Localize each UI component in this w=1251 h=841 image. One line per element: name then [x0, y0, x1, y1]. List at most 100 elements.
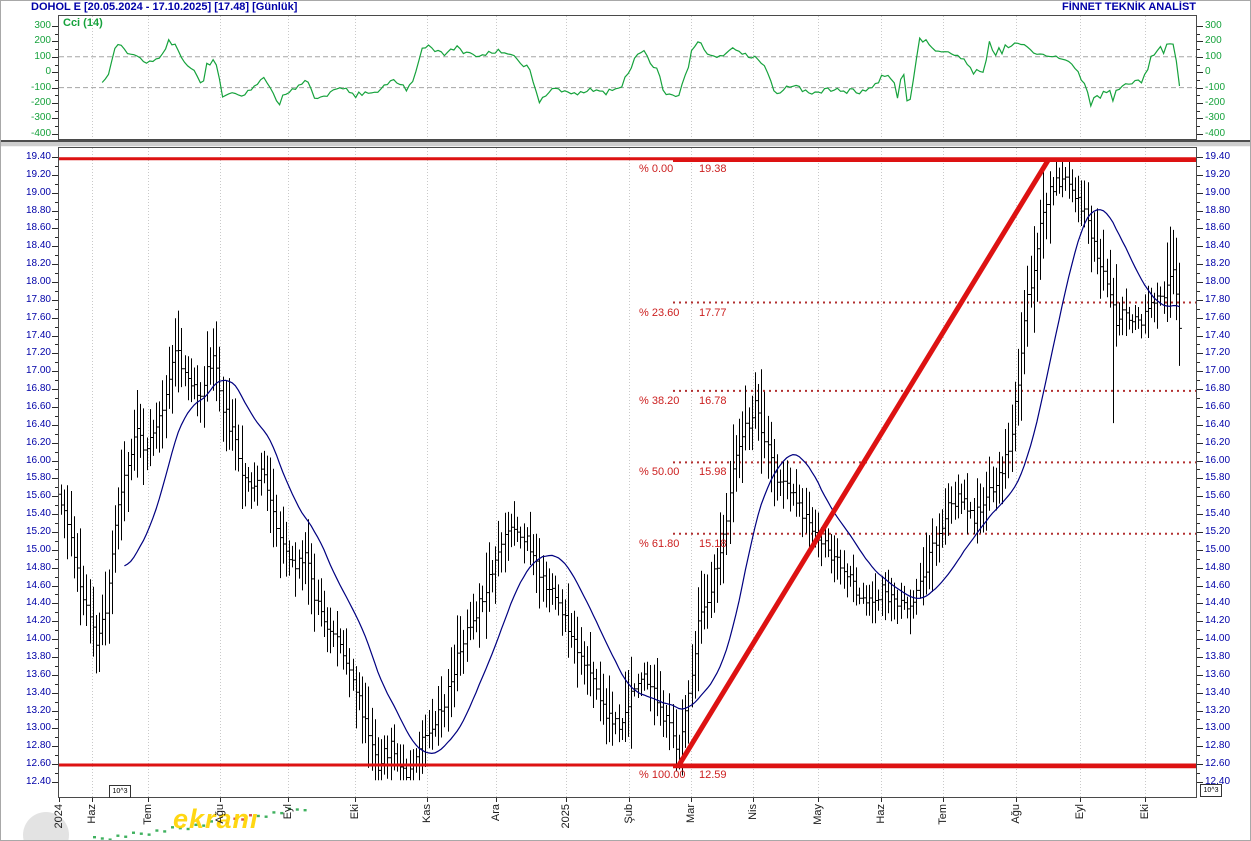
price-tick-right [1197, 461, 1203, 462]
price-axis-label: 16.80 [25, 383, 51, 395]
cci-minor-tick [1197, 95, 1200, 96]
price-tick-left [52, 228, 58, 229]
watermark-dot [272, 811, 276, 814]
cci-axis-label: -400 [1205, 127, 1226, 139]
cci-axis-label: 100 [34, 50, 51, 62]
price-axis-label: 16.20 [25, 436, 51, 448]
price-tick-right [1197, 380, 1200, 381]
fib-percent-label: % 0.00 [639, 162, 674, 175]
price-tick-left [55, 719, 58, 720]
price-tick-left [52, 353, 58, 354]
price-tick-left [52, 336, 58, 337]
price-tick-right [1197, 309, 1200, 310]
cci-tick-left [52, 72, 58, 73]
price-axis-label: 15.40 [1205, 508, 1231, 520]
price-axis-label: 17.40 [25, 329, 51, 341]
price-axis-label: 14.80 [1205, 561, 1231, 573]
cci-minor-tick [1197, 34, 1200, 35]
price-tick-right [1197, 157, 1203, 158]
price-tick-right [1197, 711, 1203, 712]
price-tick-left [55, 237, 58, 238]
price-axis-label: 16.40 [25, 418, 51, 430]
cci-axis-label: 100 [1205, 50, 1222, 62]
price-tick-right [1197, 523, 1200, 524]
price-axis-label: 17.40 [1205, 329, 1231, 341]
price-tick-right [1197, 264, 1203, 265]
price-tick-left [52, 693, 58, 694]
price-tick-right [1197, 389, 1203, 390]
x-axis-label: Nis [747, 804, 759, 820]
x-axis-label: Şub [623, 804, 635, 824]
x-axis-tick [818, 798, 819, 802]
price-tick-right [1197, 728, 1203, 729]
cci-tick-left [52, 118, 58, 119]
x-axis-tick [629, 798, 630, 802]
watermark-dot [155, 829, 159, 832]
price-tick-left [52, 621, 58, 622]
watermark-dot [171, 826, 174, 829]
price-axis-label: 19.00 [25, 186, 51, 198]
price-tick-right [1197, 621, 1203, 622]
price-axis-label: 18.20 [25, 258, 51, 270]
x-axis-label: Haz [875, 804, 887, 824]
price-tick-right [1197, 559, 1200, 560]
price-tick-right [1197, 344, 1200, 345]
x-axis-tick [1080, 798, 1081, 802]
price-axis-label: 18.00 [1205, 275, 1231, 287]
price-tick-right [1197, 469, 1200, 470]
x-axis-tick [753, 798, 754, 802]
cci-minor-tick [1197, 65, 1200, 66]
price-tick-left [52, 282, 58, 283]
price-axis-label: 14.00 [1205, 633, 1231, 645]
fib-percent-label: % 38.20 [639, 394, 680, 407]
price-axis-label: 17.60 [25, 311, 51, 323]
price-plot-area[interactable] [58, 147, 1197, 798]
price-tick-right [1197, 612, 1200, 613]
price-tick-left [52, 586, 58, 587]
watermark-dot [249, 814, 252, 817]
x-axis-label: Eki [1139, 804, 1151, 820]
cci-minor-tick [55, 65, 58, 66]
price-axis-label: 15.00 [1205, 543, 1231, 555]
price-tick-left [52, 532, 58, 533]
price-axis-label: 14.60 [1205, 579, 1231, 591]
price-tick-left [55, 469, 58, 470]
price-tick-left [55, 344, 58, 345]
price-tick-right [1197, 514, 1203, 515]
x-axis-label: Mar [685, 804, 697, 823]
price-tick-right [1197, 175, 1203, 176]
watermark-dot [295, 808, 299, 811]
price-axis-label: 16.40 [1205, 418, 1231, 430]
watermark-dot [93, 836, 96, 839]
price-axis-label: 14.00 [25, 633, 51, 645]
cci-line [101, 36, 1181, 108]
panel-splitter[interactable] [1, 140, 1250, 147]
price-tick-right [1197, 541, 1200, 542]
price-axis-label: 14.60 [25, 579, 51, 591]
x-axis-tick [1016, 798, 1017, 802]
price-tick-right [1197, 532, 1203, 533]
price-tick-right [1197, 639, 1203, 640]
price-tick-left [55, 255, 58, 256]
price-tick-right [1197, 282, 1203, 283]
fib-price-label: 15.98 [699, 466, 727, 479]
price-tick-right [1197, 505, 1200, 506]
watermark-dot [233, 817, 237, 820]
price-tick-left [52, 193, 58, 194]
price-tick-left [52, 675, 58, 676]
x-axis-tick [691, 798, 692, 802]
price-axis-label: 13.80 [1205, 650, 1231, 662]
price-axis-label: 17.80 [1205, 293, 1231, 305]
price-tick-left [55, 612, 58, 613]
price-tick-right [1197, 496, 1203, 497]
price-axis-label: 19.40 [25, 151, 51, 162]
price-tick-left [55, 541, 58, 542]
watermark-sparkline [93, 807, 307, 840]
x-axis-tick [288, 798, 289, 802]
price-tick-left [55, 273, 58, 274]
watermark-dot [288, 807, 291, 811]
cci-plot-area[interactable] [58, 15, 1197, 140]
watermark-dot [194, 823, 198, 827]
watermark-dot [100, 837, 104, 840]
price-tick-left [52, 514, 58, 515]
